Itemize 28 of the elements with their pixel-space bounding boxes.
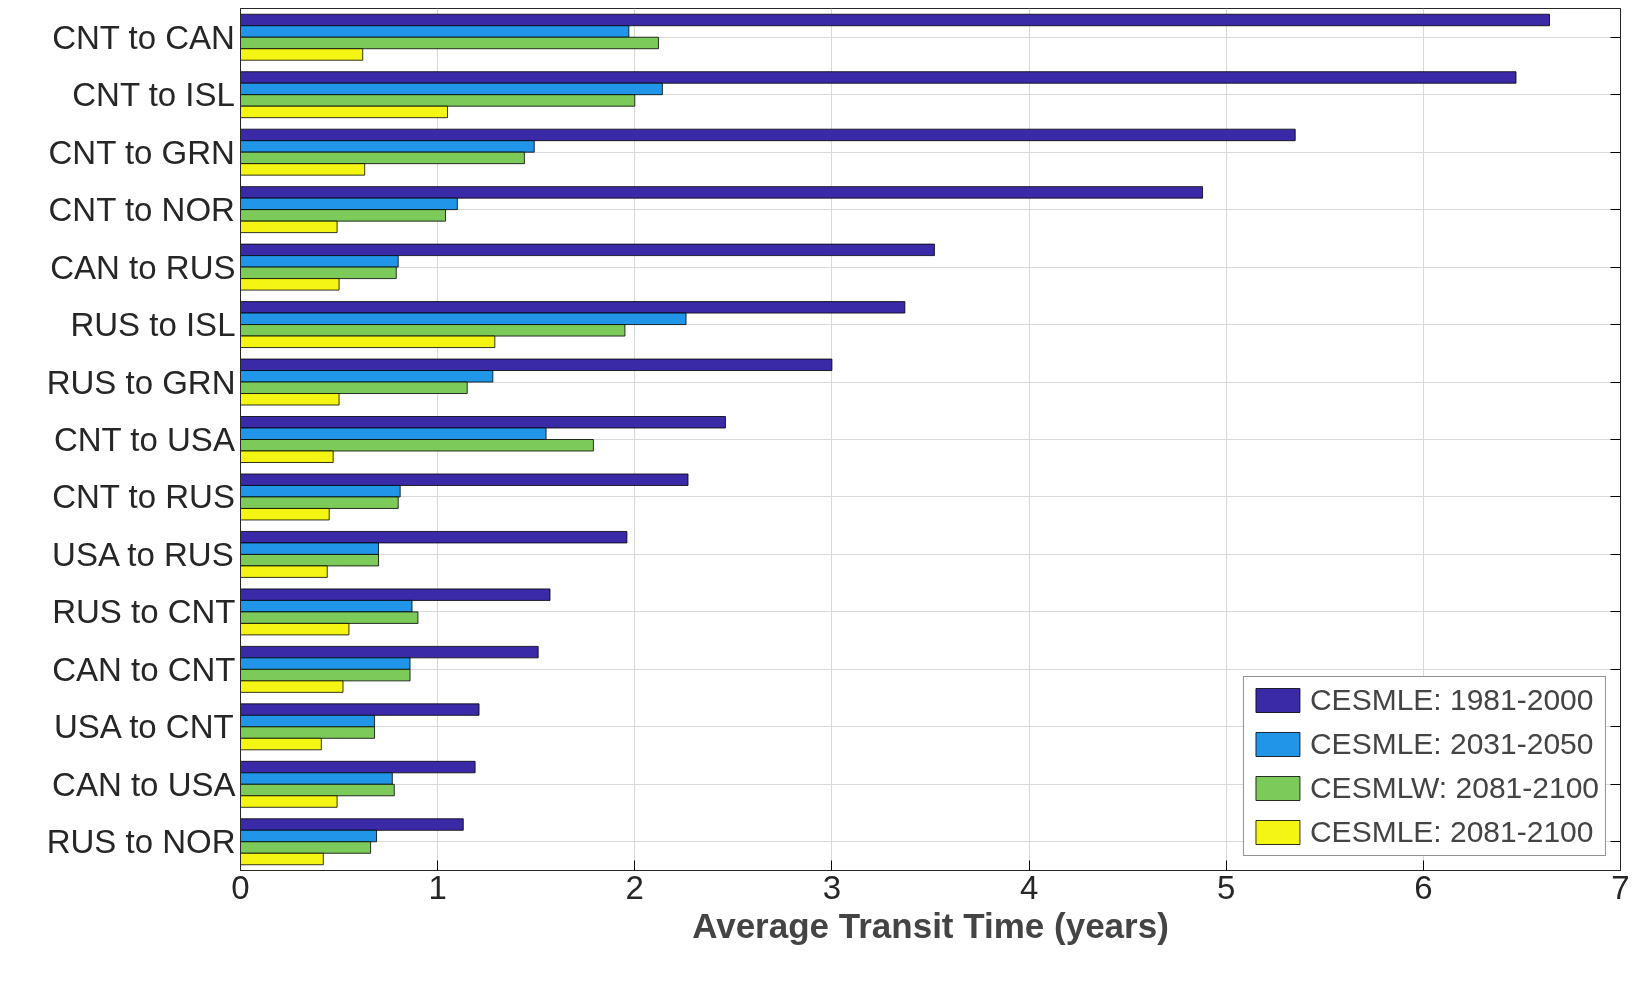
x-tick-label: 4 [1019,868,1039,906]
legend-label: CESMLE: 1981-2000 [1309,683,1594,717]
y-tick-label: CAN to CNT [52,650,236,688]
y-tick-label: CNT to GRN [48,133,235,171]
y-tick-label: CNT to USA [53,421,235,458]
y-tick-label: CNT to NOR [48,191,235,229]
legend-label: CESMLE: 2031-2050 [1309,727,1594,761]
y-tick-label: CAN to USA [52,765,236,803]
legend-label: CESMLE: 2081-2100 [1309,815,1594,849]
y-tick-label: CAN to RUS [50,248,236,286]
y-tick-label: USA to CNT [53,708,234,746]
y-tick-label: RUS to CNT [52,593,236,631]
x-axis-title: Average Transit Time (years) [692,905,1169,945]
x-tick-label: 7 [1611,868,1630,906]
x-tick-label: 6 [1414,868,1433,906]
y-tick-label: CNT to RUS [52,478,235,516]
x-tick-label: 2 [625,868,644,906]
y-tick-label: CNT to CAN [52,18,235,56]
x-tick-label: 1 [428,868,447,906]
legend-label: CESMLW: 2081-2100 [1309,771,1599,805]
y-tick-label: CNT to ISL [72,76,235,114]
x-tick-label: 0 [231,868,250,906]
y-tick-label: RUS to NOR [46,823,236,861]
x-tick-label: 3 [822,868,842,906]
y-tick-label: RUS to GRN [46,363,236,401]
y-tick-label: RUS to ISL [70,306,236,344]
x-tick-label: 5 [1217,868,1236,906]
y-tick-label: USA to RUS [52,535,234,573]
